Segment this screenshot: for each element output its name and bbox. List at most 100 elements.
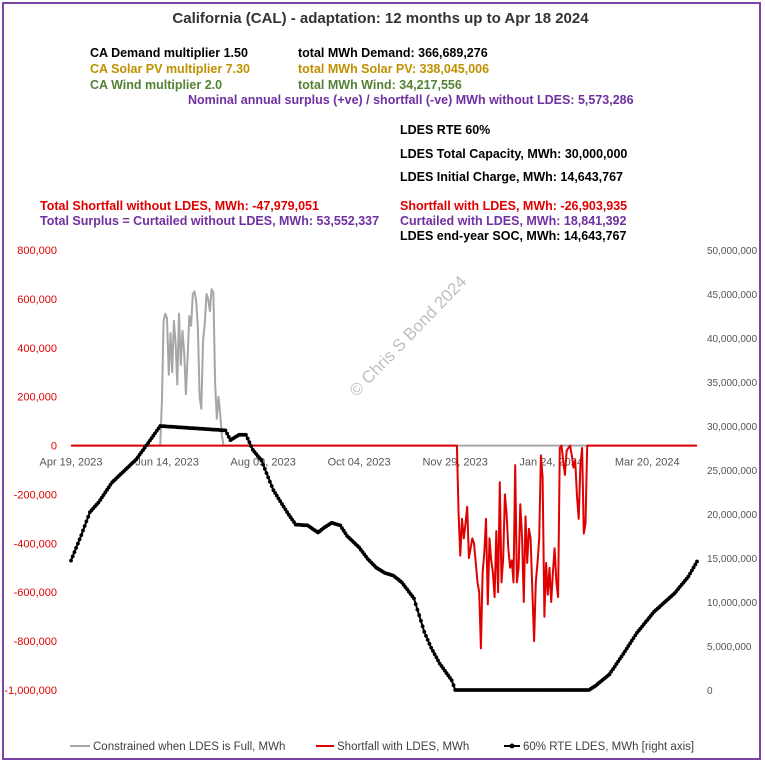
ldes-soc-marker — [81, 528, 85, 533]
right-axis-tick-label: 0 — [707, 686, 713, 697]
ldes-soc-marker — [691, 565, 696, 570]
ldes-soc-marker — [338, 523, 343, 528]
left-axis-tick-label: -200,000 — [14, 489, 57, 501]
ldes-soc-marker — [84, 519, 89, 524]
ldes-soc-marker — [266, 475, 271, 480]
ldes-soc-marker — [269, 484, 274, 488]
ldes-soc-marker — [82, 524, 87, 528]
left-axis-tick-label: 400,000 — [17, 343, 57, 355]
ldes-rte: LDES RTE 60% — [400, 123, 491, 137]
x-axis-tick-label: Jun 14, 2023 — [135, 457, 199, 469]
x-axis-tick-label: Mar 20, 2024 — [615, 457, 680, 469]
ldes-soc-marker — [415, 607, 420, 612]
demand-multiplier: CA Demand multiplier 1.50 — [90, 46, 248, 60]
ldes-soc-marker — [690, 568, 694, 573]
ldes-soc-marker — [432, 652, 437, 656]
ldes-soc-marker — [434, 655, 439, 660]
left-axis-tick-label: -1,000,000 — [4, 685, 57, 697]
ldes-soc-marker — [422, 630, 427, 634]
left-axis-tick-label: -800,000 — [14, 636, 57, 648]
ldes-soc-marker — [276, 496, 281, 501]
ldes-soc-marker — [341, 528, 346, 533]
shortfall-without-ldes: Total Shortfall without LDES, MWh: -47,9… — [40, 199, 319, 213]
ldes-soc-marker — [245, 436, 250, 441]
ldes-soc-marker — [249, 444, 254, 448]
ldes-soc-marker — [420, 624, 425, 629]
wind-multiplier: CA Wind multiplier 2.0 — [90, 78, 223, 92]
ldes-soc-marker — [72, 550, 77, 554]
x-axis-tick-label: Oct 04, 2023 — [328, 457, 391, 469]
ldes-soc-marker — [86, 514, 91, 519]
ldes-soc-marker — [76, 541, 80, 546]
right-axis-tick-label: 35,000,000 — [707, 378, 757, 389]
ldes-soc-marker — [413, 602, 418, 606]
surplus-without-ldes: Total Surplus = Curtailed without LDES, … — [40, 214, 380, 228]
legend-shortfall-label: Shortfall with LDES, MWh — [337, 741, 469, 753]
ldes-soc-marker — [623, 649, 627, 654]
total-demand: total MWh Demand: 366,689,276 — [298, 46, 488, 60]
ldes-soc-marker — [686, 574, 691, 579]
right-axis-tick-label: 50,000,000 — [707, 246, 757, 257]
ldes-soc-marker — [449, 678, 454, 683]
right-axis-tick-label: 40,000,000 — [707, 334, 757, 345]
ldes-soc-marker — [424, 634, 428, 638]
right-axis-tick-label: 20,000,000 — [707, 510, 757, 521]
ldes-soc-marker — [259, 458, 264, 463]
curtailed-with-ldes: Curtailed with LDES, MWh: 18,841,392 — [400, 214, 627, 228]
ldes-soc-marker — [631, 636, 636, 640]
ldes-soc-marker — [695, 559, 699, 564]
right-axis-tick-label: 25,000,000 — [707, 466, 757, 477]
ldes-soc-marker — [693, 562, 698, 567]
ldes-soc-marker — [688, 571, 692, 576]
ldes-soc-marker — [427, 641, 432, 646]
total-solar: total MWh Solar PV: 338,045,006 — [298, 62, 490, 76]
right-axis-tick-label: 45,000,000 — [707, 290, 757, 301]
right-axis-tick-label: 5,000,000 — [707, 642, 752, 653]
ldes-capacity: LDES Total Capacity, MWh: 30,000,000 — [400, 147, 628, 161]
nominal-surplus: Nominal annual surplus (+ve) / shortfall… — [188, 93, 634, 107]
ldes-soc-marker — [274, 493, 279, 498]
ldes-soc-marker — [283, 507, 288, 512]
ldes-soc-marker — [278, 499, 283, 504]
ldes-soc-marker — [261, 462, 265, 467]
shortfall-series-line — [71, 444, 697, 650]
left-axis-tick-label: 600,000 — [17, 294, 57, 306]
x-axis-tick-label: Apr 19, 2023 — [40, 457, 103, 469]
legend-constrained-label: Constrained when LDES is Full, MWh — [93, 741, 285, 753]
ldes-soc-marker — [225, 431, 230, 436]
ldes-soc-marker — [281, 504, 286, 509]
ldes-soc-marker — [223, 428, 228, 433]
ldes-initial-charge: LDES Initial Charge, MWh: 14,643,767 — [400, 170, 623, 184]
left-axis-tick-label: 0 — [51, 441, 57, 453]
constrained-series-line — [71, 288, 697, 447]
ldes-soc-marker — [268, 479, 272, 484]
ldes-soc-marker — [280, 502, 284, 506]
left-axis-tick-label: -400,000 — [14, 538, 57, 550]
watermark: © Chris S Bond 2024 — [346, 272, 471, 400]
ldes-soc-marker — [451, 683, 456, 688]
ldes-soc-marker — [244, 432, 248, 437]
shortfall-with-ldes: Shortfall with LDES, MWh: -26,903,935 — [400, 199, 628, 213]
ldes-soc-marker — [417, 613, 422, 618]
ldes-soc-marker — [70, 554, 75, 559]
ldes-soc-marker — [79, 533, 84, 537]
left-axis-tick-label: 800,000 — [17, 245, 57, 257]
ldes-soc-marker — [273, 491, 277, 495]
right-axis-tick-label: 30,000,000 — [707, 422, 757, 433]
ldes-soc-marker — [77, 537, 82, 542]
right-axis-tick-label: 15,000,000 — [707, 554, 757, 565]
ldes-soc-marker — [74, 546, 78, 550]
solar-multiplier: CA Solar PV multiplier 7.30 — [90, 62, 251, 76]
ldes-soc-marker — [412, 596, 416, 601]
chart-title: California (CAL) - adaptation: 12 months… — [172, 10, 589, 27]
ldes-soc-marker — [436, 658, 440, 663]
ldes-soc-marker — [429, 645, 434, 650]
x-axis-tick-label: Jan 24, 2024 — [519, 457, 583, 469]
left-axis-tick-label: 200,000 — [17, 392, 57, 404]
ldes-soc-marker — [247, 440, 252, 445]
ldes-soc-marker — [69, 558, 73, 563]
ldes-soc-marker — [628, 641, 632, 646]
ldes-soc-marker — [419, 618, 423, 623]
